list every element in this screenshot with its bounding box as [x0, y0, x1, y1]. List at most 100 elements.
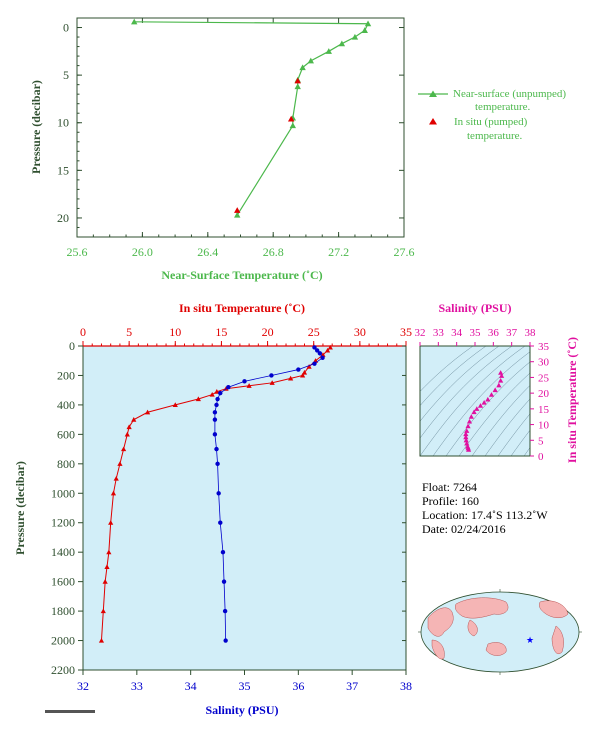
ts-point	[498, 377, 504, 383]
ts-point	[498, 370, 504, 375]
ts-point	[485, 396, 491, 402]
series-temperature-point	[172, 402, 178, 407]
legend-in-situ-label-2: temperature.	[467, 130, 523, 142]
series-temperature-point	[306, 364, 312, 369]
top-ytick-label: 10	[57, 116, 69, 130]
main-top-label: In situ Temperature (˚C)	[179, 301, 305, 315]
ts-ylabel: In situ Temperature (˚C)	[565, 337, 579, 463]
info-profile: Profile: 160	[422, 494, 479, 508]
series-near-surface-point	[361, 27, 368, 33]
ts-temp-tick-label: 25	[538, 372, 550, 384]
ts-temp-tick-label: 10	[538, 420, 550, 432]
ts-point	[477, 403, 484, 408]
series-salinity-point	[218, 520, 223, 525]
series-salinity-point	[223, 638, 228, 643]
series-temperature-point	[288, 375, 294, 381]
map-graticule	[418, 589, 582, 675]
ts-plot-area	[419, 345, 531, 457]
series-salinity-point	[312, 345, 317, 350]
series-salinity-point	[296, 367, 301, 372]
main-bottom-label: Salinity (PSU)	[205, 703, 278, 717]
series-salinity-point	[214, 402, 219, 408]
ts-temp-tick-label: 20	[538, 388, 550, 400]
ts-point	[463, 437, 469, 443]
float-info: Float: 7264 Profile: 160 Location: 17.4˚…	[422, 480, 548, 536]
main-temp-tick-label: 20	[262, 325, 274, 339]
ts-point	[463, 431, 469, 437]
main-pres-tick-label: 200	[57, 368, 75, 382]
series-temperature-point	[98, 637, 105, 643]
ts-density-contour	[510, 429, 530, 456]
ts-point	[496, 382, 502, 388]
series-salinity-point	[320, 355, 325, 360]
series-salinity-point	[242, 379, 247, 384]
main-sal-tick-label: 38	[400, 679, 412, 693]
ts-density-contour	[420, 346, 487, 407]
map-land	[427, 597, 569, 660]
series-salinity-point	[215, 396, 220, 402]
series-temperature-point	[117, 461, 123, 466]
series-salinity-point	[312, 361, 317, 366]
ts-density-contour	[497, 413, 530, 456]
info-float: Float: 7264	[422, 480, 477, 494]
ts-sal-tick-label: 33	[433, 327, 445, 339]
series-salinity-point	[212, 417, 218, 422]
top-xtick-label: 27.2	[328, 245, 349, 259]
main-temp-tick-label: 10	[169, 325, 181, 339]
ts-sal-tick-label: 32	[415, 327, 426, 339]
main-temp-tick-label: 5	[126, 325, 132, 339]
ts-sal-tick-label: 38	[525, 327, 537, 339]
ts-point	[465, 423, 471, 429]
series-salinity-point	[221, 579, 227, 584]
main-pres-tick-label: 1400	[51, 545, 75, 559]
ts-point	[465, 447, 472, 452]
ts-point	[463, 434, 469, 440]
main-pres-tick-label: 600	[57, 427, 75, 441]
series-temperature-point	[102, 579, 108, 584]
ts-point	[464, 440, 470, 446]
series-temperature-point	[145, 409, 151, 415]
ts-sal-tick-label: 36	[488, 327, 500, 339]
main-temp-tick-label: 15	[215, 325, 227, 339]
ts-point	[464, 428, 470, 433]
ts-density-contour	[523, 447, 530, 456]
series-salinity-point	[317, 351, 323, 356]
series-temperature-point	[100, 608, 106, 614]
legend-near-surface-label-2: temperature.	[475, 101, 531, 113]
series-temperature-point	[209, 392, 215, 397]
ts-temp-tick-label: 5	[538, 435, 544, 447]
float-location-marker: ★	[526, 635, 534, 645]
main-pres-tick-label: 1000	[51, 486, 75, 500]
top-ytick-label: 15	[57, 163, 69, 177]
ts-density-contour	[432, 351, 530, 456]
series-in-situ-point	[294, 77, 301, 84]
main-sal-tick-label: 32	[77, 679, 89, 693]
series-salinity-point	[220, 549, 226, 555]
ts-density-contour	[420, 346, 500, 422]
ts-point	[492, 387, 498, 393]
series-temperature-point	[195, 396, 201, 402]
series-in-situ-point	[287, 115, 295, 122]
main-plot-area	[82, 345, 407, 671]
series-temperature-point	[301, 369, 308, 375]
top-plot-frame	[76, 17, 405, 238]
ts-density-contour	[420, 346, 474, 392]
main-pres-tick-label: 1200	[51, 516, 75, 530]
series-temperature-point	[121, 446, 127, 452]
series-salinity-point	[216, 491, 221, 496]
ts-title: Salinity (PSU)	[438, 301, 511, 315]
series-temperature-point	[106, 549, 112, 555]
series-temperature-point	[246, 383, 252, 388]
top-ytick-label: 0	[63, 21, 69, 35]
main-temp-tick-label: 30	[354, 325, 366, 339]
series-temperature-point	[269, 380, 275, 385]
footer-stamp	[45, 710, 95, 713]
series-salinity-point	[269, 373, 274, 378]
ts-density-contour	[420, 346, 526, 456]
series-near-surface-point	[131, 18, 138, 25]
ts-point	[481, 399, 487, 405]
main-sal-tick-label: 34	[185, 679, 197, 693]
series-temperature-point	[327, 344, 333, 350]
top-xlabel: Near-Surface Temperature (˚C)	[161, 268, 322, 282]
main-temp-tick-label: 0	[80, 325, 86, 339]
